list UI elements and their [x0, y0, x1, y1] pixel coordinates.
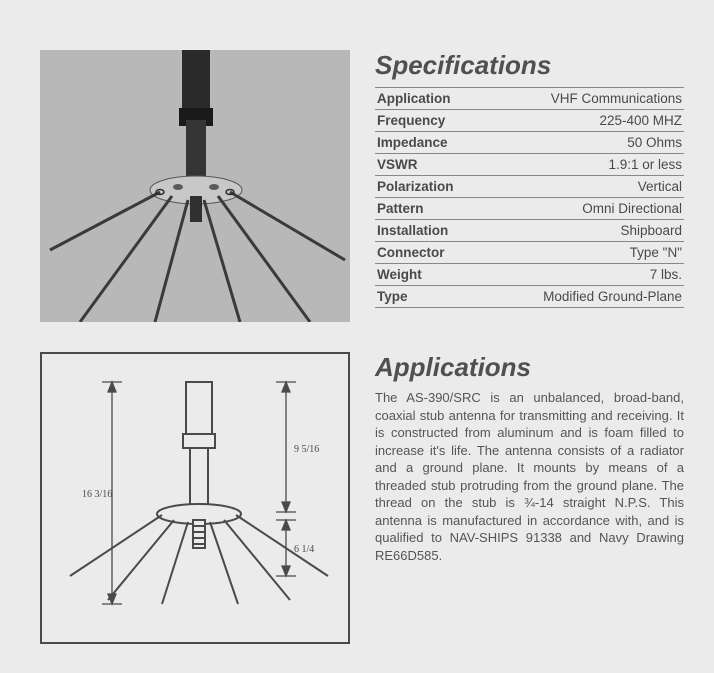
- spec-label: Polarization: [375, 176, 486, 198]
- table-row: Frequency225-400 MHZ: [375, 110, 684, 132]
- spec-label: Frequency: [375, 110, 486, 132]
- bottom-row: 16 3/16 9 5/16 6 1/4: [40, 352, 684, 644]
- spec-value: 50 Ohms: [486, 132, 684, 154]
- spec-value: Shipboard: [486, 220, 684, 242]
- spec-label: Connector: [375, 242, 486, 264]
- applications-block: Applications The AS-390/SRC is an unbala…: [375, 352, 684, 564]
- spec-value: Vertical: [486, 176, 684, 198]
- specifications-block: Specifications ApplicationVHF Communicat…: [375, 50, 684, 308]
- spec-value: 1.9:1 or less: [486, 154, 684, 176]
- spec-label: Pattern: [375, 198, 486, 220]
- specifications-table: ApplicationVHF Communications Frequency2…: [375, 87, 684, 308]
- table-row: Weight7 lbs.: [375, 264, 684, 286]
- table-row: ConnectorType "N": [375, 242, 684, 264]
- spec-label: Impedance: [375, 132, 486, 154]
- spec-value: 225-400 MHZ: [486, 110, 684, 132]
- applications-body: The AS-390/SRC is an unbalanced, broad-b…: [375, 389, 684, 564]
- spec-value: Omni Directional: [486, 198, 684, 220]
- spec-value: Modified Ground-Plane: [486, 286, 684, 308]
- spec-value: 7 lbs.: [486, 264, 684, 286]
- specifications-heading: Specifications: [375, 50, 684, 81]
- table-row: PolarizationVertical: [375, 176, 684, 198]
- product-photo: [40, 50, 350, 322]
- table-row: VSWR1.9:1 or less: [375, 154, 684, 176]
- spec-label: Installation: [375, 220, 486, 242]
- top-row: Specifications ApplicationVHF Communicat…: [40, 50, 684, 322]
- table-row: InstallationShipboard: [375, 220, 684, 242]
- spec-value: VHF Communications: [486, 88, 684, 110]
- spec-label: Application: [375, 88, 486, 110]
- table-row: TypeModified Ground-Plane: [375, 286, 684, 308]
- dim-spread: 6 1/4: [294, 544, 314, 555]
- applications-heading: Applications: [375, 352, 684, 383]
- spec-value: Type "N": [486, 242, 684, 264]
- table-row: ApplicationVHF Communications: [375, 88, 684, 110]
- dim-radiator: 9 5/16: [294, 444, 319, 455]
- dimension-diagram: 16 3/16 9 5/16 6 1/4: [40, 352, 350, 644]
- spec-label: VSWR: [375, 154, 486, 176]
- datasheet-page: Specifications ApplicationVHF Communicat…: [40, 50, 684, 644]
- spec-label: Type: [375, 286, 486, 308]
- dim-overall: 16 3/16: [82, 489, 112, 500]
- table-row: Impedance50 Ohms: [375, 132, 684, 154]
- spec-label: Weight: [375, 264, 486, 286]
- table-row: PatternOmni Directional: [375, 198, 684, 220]
